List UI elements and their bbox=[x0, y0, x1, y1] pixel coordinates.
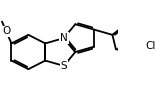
Text: Cl: Cl bbox=[145, 41, 155, 51]
Text: N: N bbox=[60, 33, 68, 43]
Text: S: S bbox=[61, 61, 67, 71]
Text: O: O bbox=[2, 26, 10, 37]
